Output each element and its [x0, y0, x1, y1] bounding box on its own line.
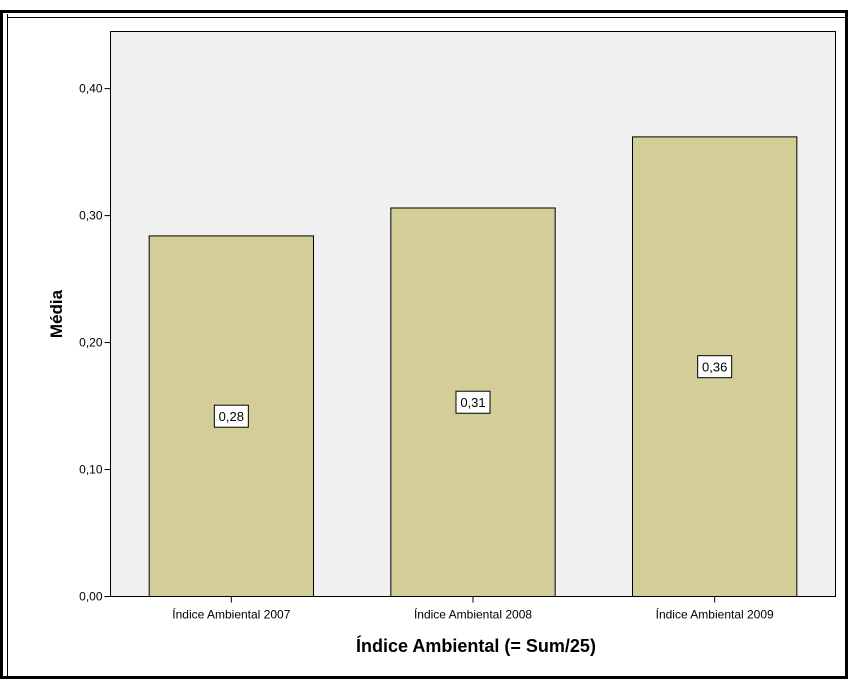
data-label: 0,36 — [702, 360, 727, 375]
data-label-box — [455, 390, 491, 414]
x-axis-title: Índice Ambiental (= Sum/25) — [356, 635, 596, 656]
data-label-box — [697, 355, 733, 379]
x-tick-label: Índice Ambiental 2009 — [656, 607, 774, 622]
x-tick-label: Índice Ambiental 2007 — [172, 607, 290, 622]
y-axis: 0,00 0,10 0,20 0,30 0,40 — [79, 82, 111, 604]
data-label-box — [213, 404, 249, 428]
y-axis-title: Média — [47, 289, 66, 338]
y-tick-label: 0,30 — [79, 209, 103, 223]
x-axis: Índice Ambiental 2007 Índice Ambiental 20… — [172, 596, 774, 622]
data-label: 0,31 — [460, 395, 485, 410]
data-label: 0,28 — [219, 409, 244, 424]
y-tick-label: 0,40 — [79, 82, 103, 96]
x-tick-label: Índice Ambiental 2008 — [414, 607, 532, 622]
y-tick-label: 0,10 — [79, 463, 103, 477]
y-tick-label: 0,20 — [79, 336, 103, 350]
y-tick-label: 0,00 — [79, 590, 103, 604]
bars-group: 0,28 0,31 0,36 — [148, 136, 798, 597]
